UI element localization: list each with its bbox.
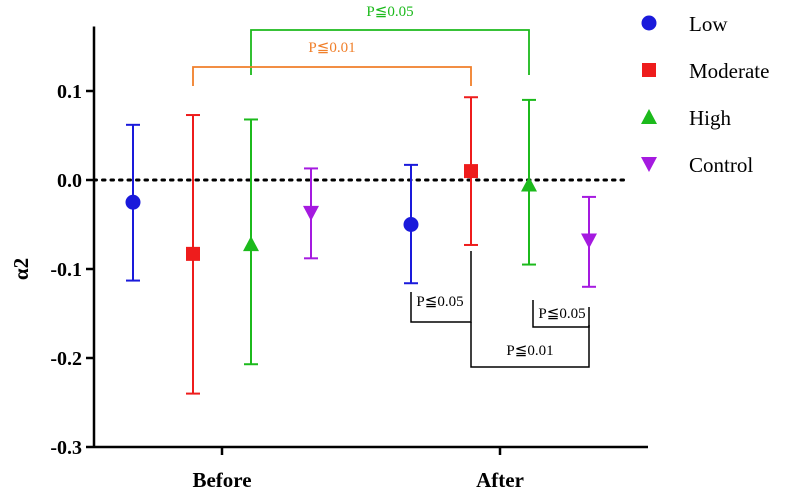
legend-label-control: Control bbox=[689, 153, 753, 177]
y-tick-label: 0.0 bbox=[57, 170, 82, 192]
significance-bracket-5 bbox=[532, 300, 590, 328]
x-tick-label-after: After bbox=[476, 468, 524, 490]
point-high-after-marker bbox=[521, 176, 537, 192]
point-control-before-marker bbox=[303, 205, 319, 221]
legend-marker-low bbox=[641, 15, 657, 31]
significance-label-2: P≦0.01 bbox=[308, 40, 355, 56]
legend-marker-moderate bbox=[642, 63, 656, 77]
point-low-after-marker bbox=[403, 217, 419, 232]
significance-label-5: P≦0.05 bbox=[538, 306, 585, 322]
significance-bracket-4 bbox=[470, 322, 590, 368]
y-axis-label: α2 bbox=[9, 258, 33, 280]
y-tick-label: -0.1 bbox=[50, 259, 82, 281]
significance-bracket-2 bbox=[192, 66, 472, 86]
legend-marker-high bbox=[641, 109, 657, 124]
point-moderate-before-marker bbox=[186, 246, 200, 261]
significance-bracket-1 bbox=[250, 29, 530, 75]
point-control-after-marker bbox=[581, 233, 597, 249]
significance-label-3: P≦0.05 bbox=[416, 294, 463, 310]
y-tick-label: -0.2 bbox=[50, 348, 82, 370]
y-tick-label: -0.3 bbox=[50, 437, 82, 459]
point-low-before-marker bbox=[125, 194, 141, 210]
significance-label-4: P≦0.01 bbox=[506, 343, 553, 359]
x-tick-label-before: Before bbox=[192, 468, 251, 490]
point-moderate-after-marker bbox=[464, 164, 478, 179]
significance-label-1: P≦0.05 bbox=[366, 4, 413, 20]
significance-bracket-3 bbox=[410, 251, 472, 323]
y-tick-label: 0.1 bbox=[57, 81, 82, 103]
point-high-before-marker bbox=[243, 236, 259, 252]
legend-label-moderate: Moderate bbox=[689, 59, 769, 83]
legend-label-low: Low bbox=[689, 12, 728, 36]
legend-marker-control bbox=[641, 157, 657, 172]
legend-label-high: High bbox=[689, 106, 732, 130]
